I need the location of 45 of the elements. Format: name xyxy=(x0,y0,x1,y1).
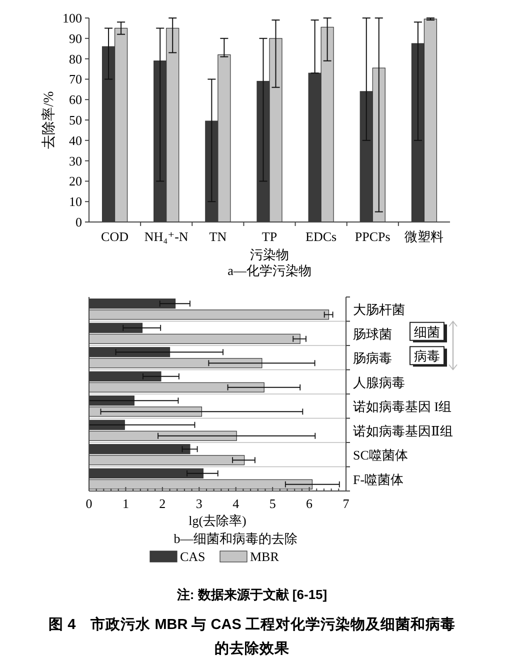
x-tick-label: NH₄⁺-N xyxy=(144,229,189,244)
y-tick-label: 80 xyxy=(69,51,82,66)
annotation-box: 病毒 xyxy=(410,346,447,367)
y-tick-label: 大肠杆菌 xyxy=(353,302,405,318)
text: a—化学污染物 xyxy=(228,263,312,278)
y-tick-label: 肠病毒 xyxy=(353,350,392,366)
y-tick-label: 40 xyxy=(69,132,82,148)
caption: 图 4 市政污水 MBR 与 CAS 工程对化学污染物及细菌和病毒的去除效果 xyxy=(48,615,456,657)
x-tick-label: 4 xyxy=(232,496,240,511)
y-tick-label: 20 xyxy=(69,174,82,189)
y-tick-label: 60 xyxy=(69,92,82,108)
x-axis-title: lg(去除率) xyxy=(188,513,246,528)
y-tick-label: 0 xyxy=(76,214,82,230)
y-tick-label: F-噬菌体 xyxy=(353,472,404,487)
y-axis-title: 去除率/% xyxy=(41,90,57,149)
x-tick-label: TP xyxy=(262,229,278,244)
y-tick-label: 30 xyxy=(69,153,82,168)
x-tick-label: PPCPs xyxy=(354,229,390,244)
y-tick-label: 100 xyxy=(62,10,82,26)
x-tick-label: COD xyxy=(101,229,129,244)
y-tick-label: 70 xyxy=(69,72,82,87)
x-tick-label: 5 xyxy=(269,496,276,511)
text: 注: 数据来源于文献 [6-15] xyxy=(176,587,328,602)
y-tick-label: 诺如病毒基因Ⅱ组 xyxy=(353,423,453,438)
y-tick-label: 肠球菌 xyxy=(353,326,392,342)
x-tick-label: 微塑料 xyxy=(404,229,444,244)
x-tick-label: 2 xyxy=(159,496,166,511)
x-axis-title: 污染物 xyxy=(250,247,289,262)
x-tick-label: TN xyxy=(209,229,228,244)
annotation-box: 细菌 xyxy=(410,322,447,342)
y-tick-label: SC噬菌体 xyxy=(353,448,408,463)
x-tick-label: 7 xyxy=(342,496,350,511)
x-tick-label: 3 xyxy=(196,496,202,511)
y-tick-label: 90 xyxy=(69,30,82,46)
legend-label: MBR xyxy=(250,549,280,564)
y-tick-label: 人腺病毒 xyxy=(353,374,405,390)
text: b—细菌和病毒的去除 xyxy=(174,531,298,546)
y-tick-label: 10 xyxy=(69,194,82,210)
y-tick-label: 诺如病毒基因 I组 xyxy=(353,399,452,414)
x-tick-label: 0 xyxy=(86,496,92,511)
x-tick-label: EDCs xyxy=(306,229,337,244)
x-tick-label: 6 xyxy=(306,496,314,511)
y-tick-label: 50 xyxy=(69,112,82,128)
legend-label: CAS xyxy=(180,549,206,564)
x-tick-label: 1 xyxy=(122,496,129,511)
